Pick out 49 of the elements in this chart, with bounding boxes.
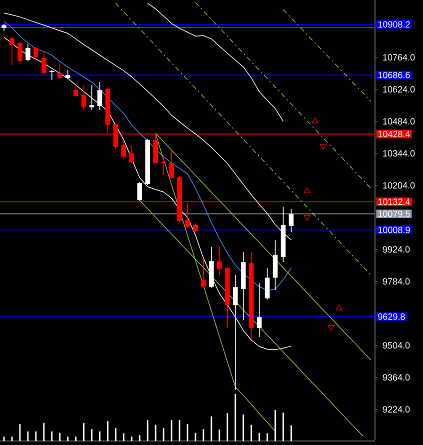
candlestick bbox=[65, 70, 70, 80]
candlestick bbox=[193, 222, 198, 232]
y-tick-label: 10484.0 bbox=[383, 118, 415, 125]
candlestick bbox=[41, 50, 46, 76]
candlestick bbox=[264, 267, 270, 300]
point bbox=[304, 187, 311, 194]
candlestick bbox=[34, 46, 38, 61]
y-tick-label: 9364.0 bbox=[382, 374, 410, 381]
candlestick bbox=[129, 144, 134, 164]
point bbox=[304, 215, 311, 221]
candlestick bbox=[89, 84, 94, 111]
ref-line-label: 10079.5 bbox=[378, 210, 410, 218]
ref-line-label: 9629.8 bbox=[378, 313, 405, 320]
ref-line-label: 10686.6 bbox=[378, 72, 410, 78]
candlestick bbox=[137, 182, 142, 202]
y-tick-label: 9504.0 bbox=[382, 342, 410, 349]
candlestick bbox=[161, 154, 166, 176]
candlestick bbox=[81, 84, 86, 111]
point bbox=[336, 304, 342, 310]
y-tick-label: 10624.0 bbox=[383, 86, 415, 93]
point bbox=[320, 144, 327, 150]
y-tick-label: 10204.0 bbox=[383, 182, 415, 189]
line-series bbox=[147, 2, 284, 122]
point bbox=[312, 117, 319, 124]
candlestick bbox=[57, 62, 62, 80]
point bbox=[328, 324, 334, 331]
y-tick-label: 10764.0 bbox=[383, 54, 415, 61]
candlestick bbox=[201, 259, 206, 288]
candlestick bbox=[121, 139, 126, 160]
y-tick-label: 9924.0 bbox=[382, 246, 410, 253]
y-tick-label: 9784.0 bbox=[382, 278, 410, 285]
candlestick bbox=[288, 208, 294, 232]
y-tick-label: 9224.0 bbox=[382, 406, 410, 413]
y-tick-label: 10344.0 bbox=[383, 150, 415, 157]
candlestick bbox=[18, 42, 22, 64]
candlestick bbox=[217, 246, 222, 276]
ref-line-label: 10908.2 bbox=[378, 21, 410, 28]
candlestick bbox=[97, 82, 102, 111]
candlestick bbox=[73, 84, 78, 98]
candlestick bbox=[272, 240, 278, 290]
candlestick bbox=[49, 70, 54, 80]
ref-line-label: 10428.4 bbox=[378, 130, 410, 138]
line-series bbox=[282, 9, 372, 102]
candlestick bbox=[26, 44, 30, 62]
candlestick bbox=[169, 150, 174, 178]
candlestick bbox=[256, 282, 262, 338]
candlestick bbox=[10, 36, 14, 66]
ref-line-label: 10132.4 bbox=[378, 198, 410, 205]
ref-line-label: 10008.9 bbox=[378, 226, 410, 234]
